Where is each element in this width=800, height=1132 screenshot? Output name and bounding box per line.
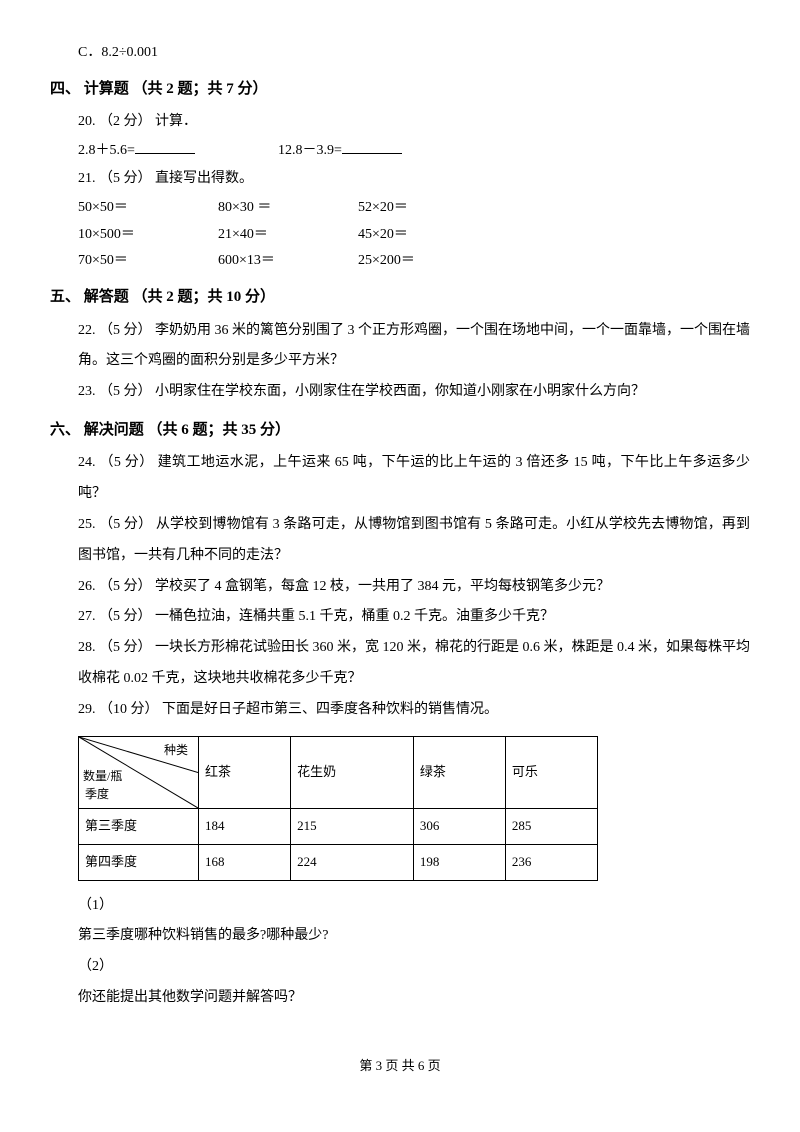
q21-head: 21. （5 分） 直接写出得数。 [50, 164, 750, 195]
q21-cell: 70×50＝ [78, 248, 218, 275]
table-row: 第四季度 168 224 198 236 [79, 844, 598, 880]
q29-table-wrap: 种类 数量/瓶 季度 红茶 花生奶 绿茶 可乐 第三季度 184 215 306… [50, 736, 750, 881]
q20-head: 20. （2 分） 计算． [50, 107, 750, 138]
q27-text: 27. （5 分） 一桶色拉油，连桶共重 5.1 千克，桶重 0.2 千克。油重… [50, 602, 750, 633]
table-row: 第三季度 184 215 306 285 [79, 808, 598, 844]
q29-head: 29. （10 分） 下面是好日子超市第三、四季度各种饮料的销售情况。 [50, 695, 750, 726]
q28-text: 28. （5 分） 一块长方形棉花试验田长 360 米，宽 120 米，棉花的行… [50, 633, 750, 695]
q29-sub2-num: （2） [50, 952, 750, 983]
q29-sub1-num: （1） [50, 891, 750, 922]
q29-sub1-text: 第三季度哪种饮料销售的最多?哪种最少? [50, 921, 750, 952]
q29-table: 种类 数量/瓶 季度 红茶 花生奶 绿茶 可乐 第三季度 184 215 306… [78, 736, 598, 881]
page-footer: 第 3 页 共 6 页 [50, 1054, 750, 1079]
q21-cell: 21×40＝ [218, 222, 358, 249]
col-header: 绿茶 [413, 736, 505, 808]
q21-row-0: 50×50＝ 80×30 ＝ 52×20＝ [50, 195, 750, 222]
q21-cell: 80×30 ＝ [218, 195, 358, 222]
q22-text: 22. （5 分） 李奶奶用 36 米的篱笆分别围了 3 个正方形鸡圈，一个围在… [50, 316, 750, 378]
table-cell: 198 [413, 844, 505, 880]
table-cell: 285 [505, 808, 597, 844]
q20-e1-blank[interactable] [135, 140, 195, 154]
q21-cell: 10×500＝ [78, 222, 218, 249]
q20-e1-label: 2.8＋5.6= [78, 143, 135, 158]
table-cell: 306 [413, 808, 505, 844]
col-header: 红茶 [199, 736, 291, 808]
q21-row-2: 70×50＝ 600×13＝ 25×200＝ [50, 248, 750, 275]
col-header: 可乐 [505, 736, 597, 808]
section-4-title: 四、 计算题 （共 2 题；共 7 分） [50, 75, 750, 104]
diag-top-label: 种类 [164, 739, 188, 762]
q21-cell: 52×20＝ [358, 195, 498, 222]
row-label: 第三季度 [79, 808, 199, 844]
diag-bottom-label: 季度 [85, 783, 109, 806]
option-c-text: ．8.2÷0.001 [87, 45, 158, 60]
q20-expressions: 2.8＋5.6= 12.8－3.9= [50, 138, 750, 165]
table-diagonal-header: 种类 数量/瓶 季度 [79, 736, 199, 808]
section-5-title: 五、 解答题 （共 2 题；共 10 分） [50, 283, 750, 312]
option-c-line: C．8.2÷0.001 [50, 40, 750, 67]
table-cell: 236 [505, 844, 597, 880]
q21-cell: 25×200＝ [358, 248, 498, 275]
q29-sub2-text: 你还能提出其他数学问题并解答吗？ [50, 983, 750, 1014]
q20-e2-label: 12.8－3.9= [278, 143, 342, 158]
q21-cell: 50×50＝ [78, 195, 218, 222]
row-label: 第四季度 [79, 844, 199, 880]
option-c-label: C [78, 45, 87, 60]
q26-text: 26. （5 分） 学校买了 4 盒钢笔，每盒 12 枝，一共用了 384 元，… [50, 572, 750, 603]
col-header: 花生奶 [291, 736, 414, 808]
q23-text: 23. （5 分） 小明家住在学校东面，小刚家住在学校西面，你知道小刚家在小明家… [50, 377, 750, 408]
q24-text: 24. （5 分） 建筑工地运水泥，上午运来 65 吨，下午运的比上午运的 3 … [50, 448, 750, 510]
table-cell: 224 [291, 844, 414, 880]
table-cell: 168 [199, 844, 291, 880]
q20-e2-blank[interactable] [342, 140, 402, 154]
q21-cell: 600×13＝ [218, 248, 358, 275]
section-6-title: 六、 解决问题 （共 6 题；共 35 分） [50, 416, 750, 445]
q21-row-1: 10×500＝ 21×40＝ 45×20＝ [50, 222, 750, 249]
q21-cell: 45×20＝ [358, 222, 498, 249]
table-cell: 184 [199, 808, 291, 844]
table-cell: 215 [291, 808, 414, 844]
table-header-row: 种类 数量/瓶 季度 红茶 花生奶 绿茶 可乐 [79, 736, 598, 808]
q25-text: 25. （5 分） 从学校到博物馆有 3 条路可走，从博物馆到图书馆有 5 条路… [50, 510, 750, 572]
